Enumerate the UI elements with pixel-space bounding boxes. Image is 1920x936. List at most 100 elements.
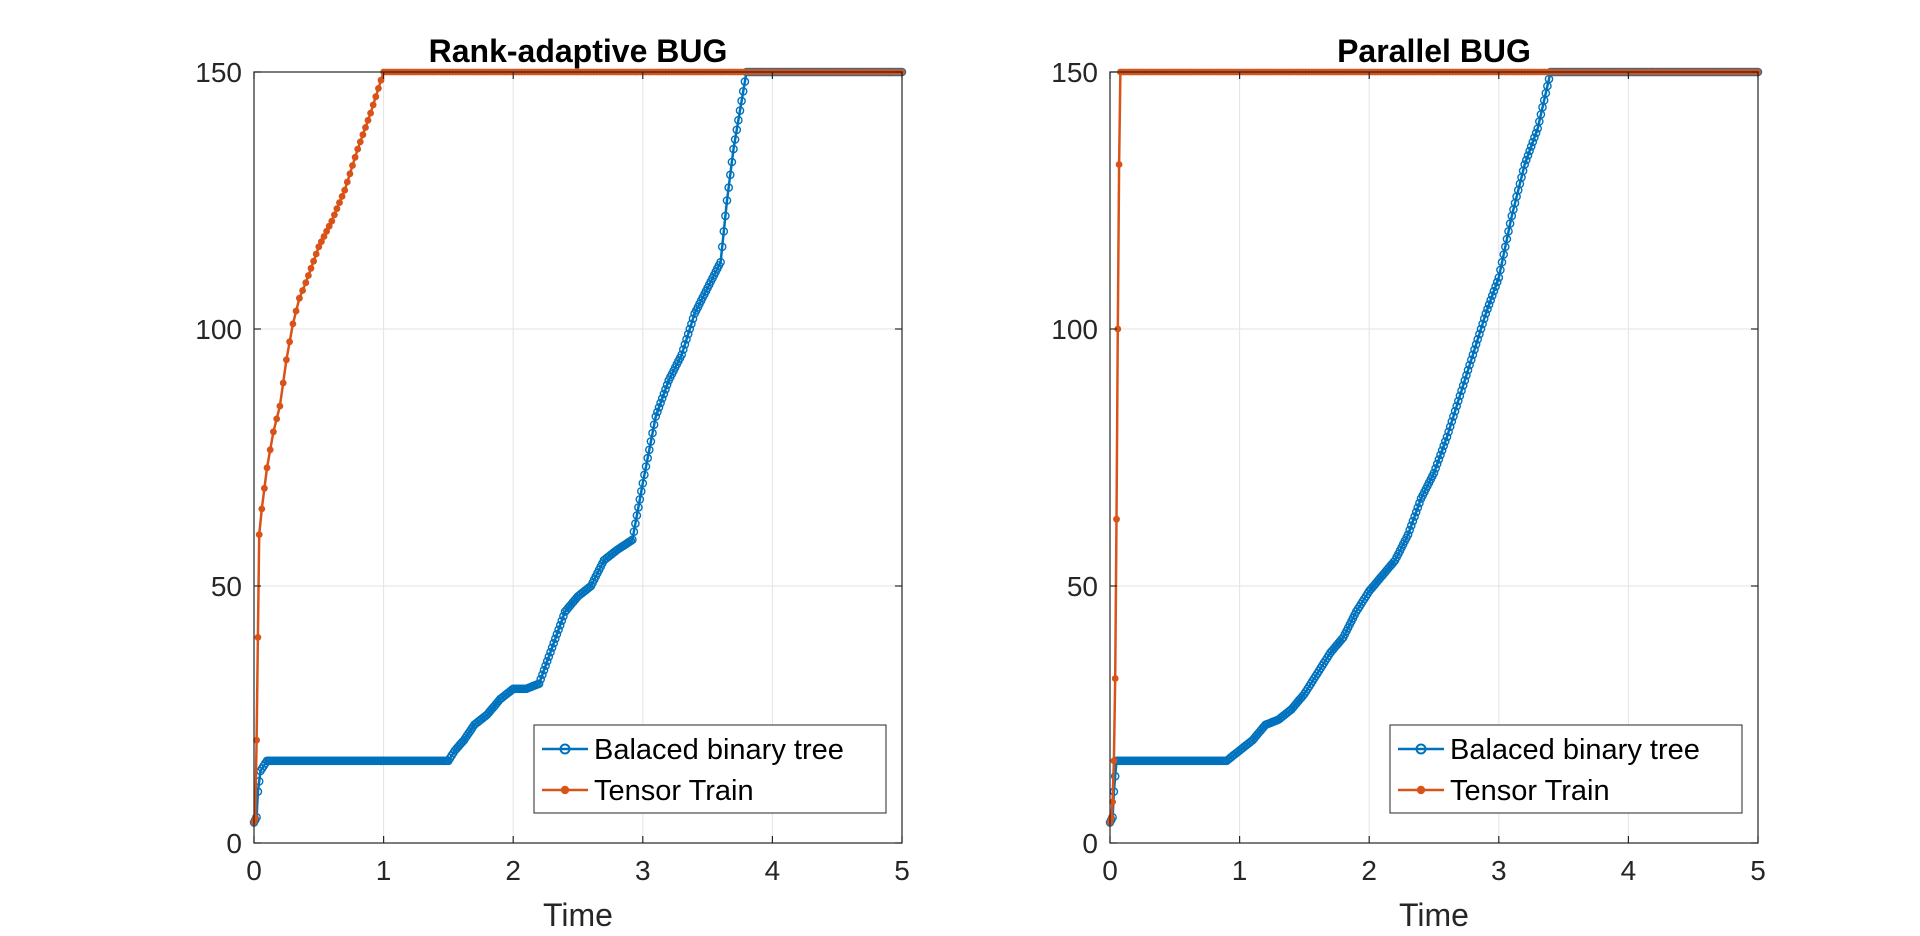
- data-point: [279, 379, 287, 387]
- data-point: [1444, 427, 1453, 437]
- data-point: [299, 287, 306, 294]
- data-point: [1110, 771, 1120, 781]
- data-point: [654, 403, 664, 412]
- data-point: [1445, 422, 1455, 432]
- data-point: [1531, 128, 1541, 138]
- data-point: [253, 736, 260, 744]
- data-point: [1520, 160, 1529, 169]
- data-point: [551, 634, 560, 644]
- data-point: [1475, 329, 1484, 339]
- data-point: [1429, 468, 1439, 478]
- y-tick-label: 50: [1067, 571, 1098, 602]
- data-point: [315, 243, 323, 251]
- data-point: [1473, 334, 1482, 344]
- data-point: [1431, 464, 1440, 473]
- x-tick-label: 5: [1750, 855, 1766, 886]
- data-point: [722, 196, 732, 205]
- data-point: [362, 124, 369, 131]
- data-point: [346, 170, 354, 178]
- data-point: [547, 643, 557, 653]
- data-point: [307, 264, 315, 272]
- data-point: [536, 674, 546, 684]
- data-point: [1408, 516, 1418, 526]
- data-point: [1479, 314, 1489, 324]
- legend-marker: [559, 743, 571, 755]
- legend-label: Tensor Train: [594, 775, 754, 807]
- data-point: [659, 389, 669, 399]
- data-point: [356, 138, 364, 146]
- data-point: [1447, 417, 1457, 426]
- legend-entry-balanced-binary-tree: Balaced binary tree: [1398, 734, 1700, 766]
- y-tick-label: 0: [1082, 828, 1098, 859]
- data-point: [1494, 273, 1504, 282]
- legend: Balaced binary tree Tensor Train: [1389, 724, 1743, 814]
- data-point: [367, 109, 374, 117]
- data-point: [369, 101, 377, 109]
- data-point: [534, 679, 544, 689]
- data-point: [688, 314, 698, 324]
- data-point: [1413, 503, 1423, 512]
- data-point: [1488, 291, 1497, 300]
- data-point: [276, 402, 284, 410]
- x-tick-label: 0: [246, 855, 262, 886]
- data-point: [1111, 675, 1119, 682]
- data-point: [377, 76, 385, 84]
- data-point: [1441, 437, 1450, 446]
- data-point: [539, 665, 549, 675]
- x-tick-label: 2: [1361, 855, 1377, 886]
- data-point: [685, 324, 695, 334]
- data-point: [735, 106, 745, 115]
- data-point: [1454, 396, 1463, 406]
- data-point: [1405, 525, 1414, 535]
- data-point: [557, 616, 567, 626]
- data-point: [683, 329, 693, 339]
- data-point: [631, 519, 640, 528]
- data-point: [289, 320, 297, 328]
- data-point: [312, 250, 320, 258]
- data-point: [1432, 459, 1442, 469]
- plot-area: [254, 72, 902, 843]
- x-tick-label: 3: [635, 855, 651, 886]
- data-point: [1499, 250, 1508, 259]
- data-point: [1449, 412, 1458, 421]
- data-point: [1504, 226, 1513, 236]
- x-axis-label: Time: [1399, 897, 1469, 933]
- data-point: [1115, 161, 1123, 168]
- data-point: [270, 428, 277, 436]
- data-point: [1407, 521, 1416, 530]
- data-point: [661, 385, 670, 394]
- data-point: [554, 625, 563, 635]
- data-point: [1458, 381, 1468, 390]
- data-point: [1450, 406, 1460, 416]
- data-point: [283, 356, 290, 364]
- data-point: [1110, 757, 1118, 765]
- y-tick-label: 150: [195, 57, 242, 88]
- data-point: [643, 453, 653, 463]
- x-tick-label: 3: [1491, 855, 1507, 886]
- data-point: [351, 153, 359, 161]
- data-point: [286, 338, 293, 346]
- x-tick-label: 1: [376, 855, 392, 886]
- y-tick-label: 150: [1051, 57, 1098, 88]
- data-point: [724, 183, 734, 192]
- data-point: [732, 125, 742, 135]
- data-point: [328, 217, 336, 225]
- data-point: [305, 272, 312, 279]
- data-point: [1468, 350, 1478, 360]
- data-point: [375, 85, 382, 92]
- x-axis-label: Time: [543, 897, 613, 933]
- data-point: [640, 470, 649, 480]
- data-point: [555, 620, 565, 630]
- data-point: [559, 611, 568, 621]
- data-point: [1491, 282, 1500, 291]
- data-point: [653, 407, 662, 417]
- data-point: [677, 350, 687, 360]
- data-point: [1522, 155, 1531, 165]
- data-point: [641, 462, 651, 471]
- data-point: [1496, 265, 1505, 275]
- data-point: [648, 428, 657, 438]
- data-point: [359, 131, 367, 139]
- data-point: [1107, 813, 1115, 821]
- data-point: [302, 279, 310, 287]
- data-point: [737, 96, 746, 106]
